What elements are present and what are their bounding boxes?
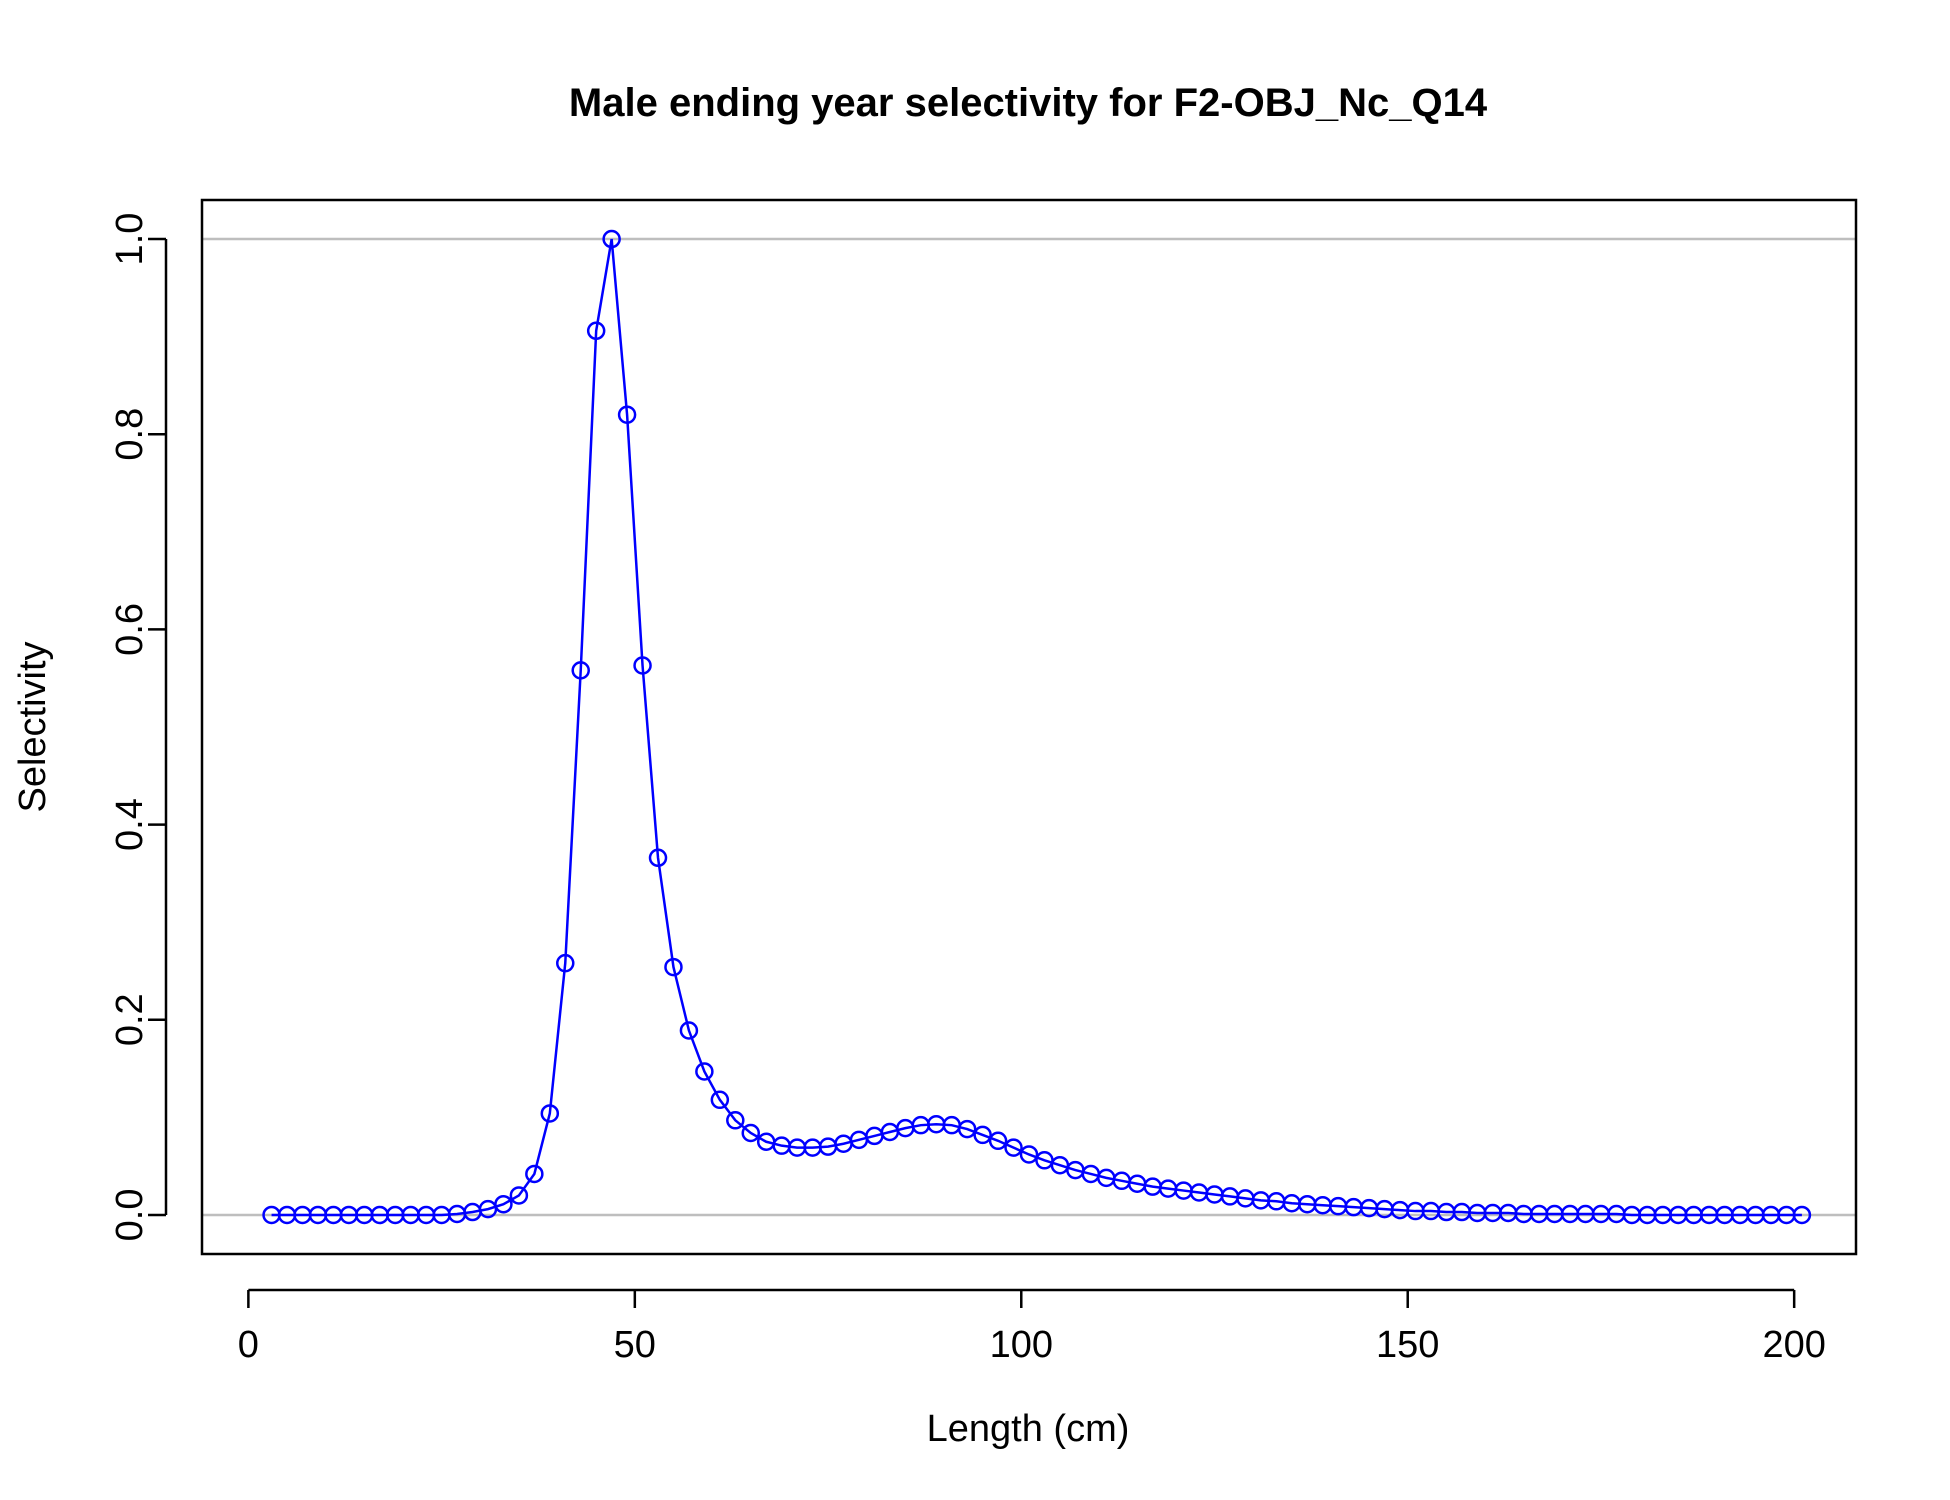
y-tick-label: 0.6 [109, 603, 151, 656]
data-point [695, 1062, 714, 1081]
data-point [710, 1090, 730, 1110]
y-tick-label: 0.8 [109, 408, 151, 461]
data-point [586, 321, 606, 341]
plot-frame [200, 198, 1858, 1256]
data-point [540, 1104, 560, 1123]
data-point [957, 1119, 977, 1139]
chart-title: Male ending year selectivity for F2-OBJ_… [569, 81, 1488, 125]
data-point [525, 1164, 544, 1184]
data-point [602, 229, 621, 249]
y-tick-label: 0.4 [109, 798, 151, 851]
data-point [988, 1131, 1008, 1151]
series-line [271, 238, 1802, 1217]
reference-lines [202, 237, 1856, 1217]
data-point [617, 405, 637, 424]
series-line-group [271, 238, 1802, 1217]
data-point [509, 1186, 529, 1205]
data-points [262, 229, 1812, 1225]
data-point [664, 957, 683, 977]
x-tick-label: 100 [990, 1324, 1053, 1366]
data-point [633, 656, 652, 675]
data-point [741, 1123, 761, 1143]
data-point [494, 1194, 513, 1214]
y-axis-label: Selectivity [12, 641, 54, 812]
data-point [726, 1111, 745, 1130]
x-tick-label: 0 [238, 1324, 259, 1366]
x-tick-label: 150 [1376, 1324, 1439, 1366]
data-point [556, 953, 575, 973]
x-tick-label: 200 [1762, 1324, 1825, 1366]
x-axis-label: Length (cm) [927, 1408, 1130, 1450]
data-point [973, 1125, 992, 1145]
y-tick-label: 1.0 [109, 213, 151, 266]
y-tick-label: 0.2 [109, 993, 151, 1046]
data-point [648, 848, 668, 868]
data-point [571, 661, 590, 680]
x-tick-label: 50 [614, 1324, 656, 1366]
data-point [679, 1021, 699, 1040]
y-axis: 0.0 0.2 0.4 0.6 0.8 1.0 [109, 213, 168, 1242]
data-point [1019, 1145, 1039, 1164]
data-point [1004, 1138, 1023, 1157]
x-axis: 0 50 100 150 200 [238, 1288, 1826, 1366]
data-point [1792, 1205, 1812, 1225]
y-tick-label: 0.0 [109, 1189, 151, 1242]
